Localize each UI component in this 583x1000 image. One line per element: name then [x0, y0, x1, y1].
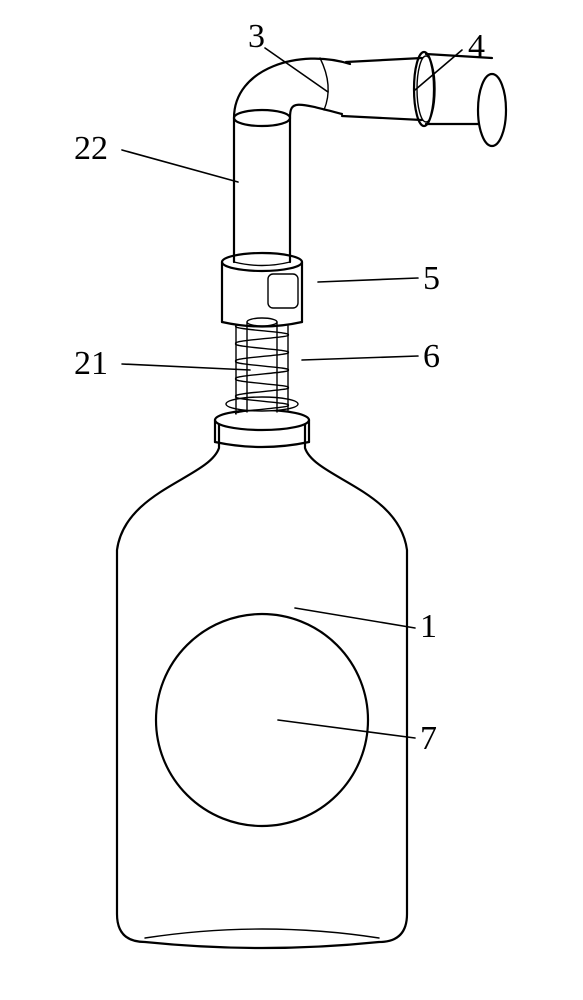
callout-label-1: 1	[420, 608, 437, 646]
callout-label-21: 21	[74, 345, 108, 383]
callout-label-22: 22	[74, 130, 108, 168]
callout-label-4: 4	[468, 28, 485, 66]
callout-label-7: 7	[420, 720, 437, 758]
callout-label-6: 6	[423, 338, 440, 376]
callout-label-5: 5	[423, 260, 440, 298]
callout-label-3: 3	[248, 18, 265, 56]
